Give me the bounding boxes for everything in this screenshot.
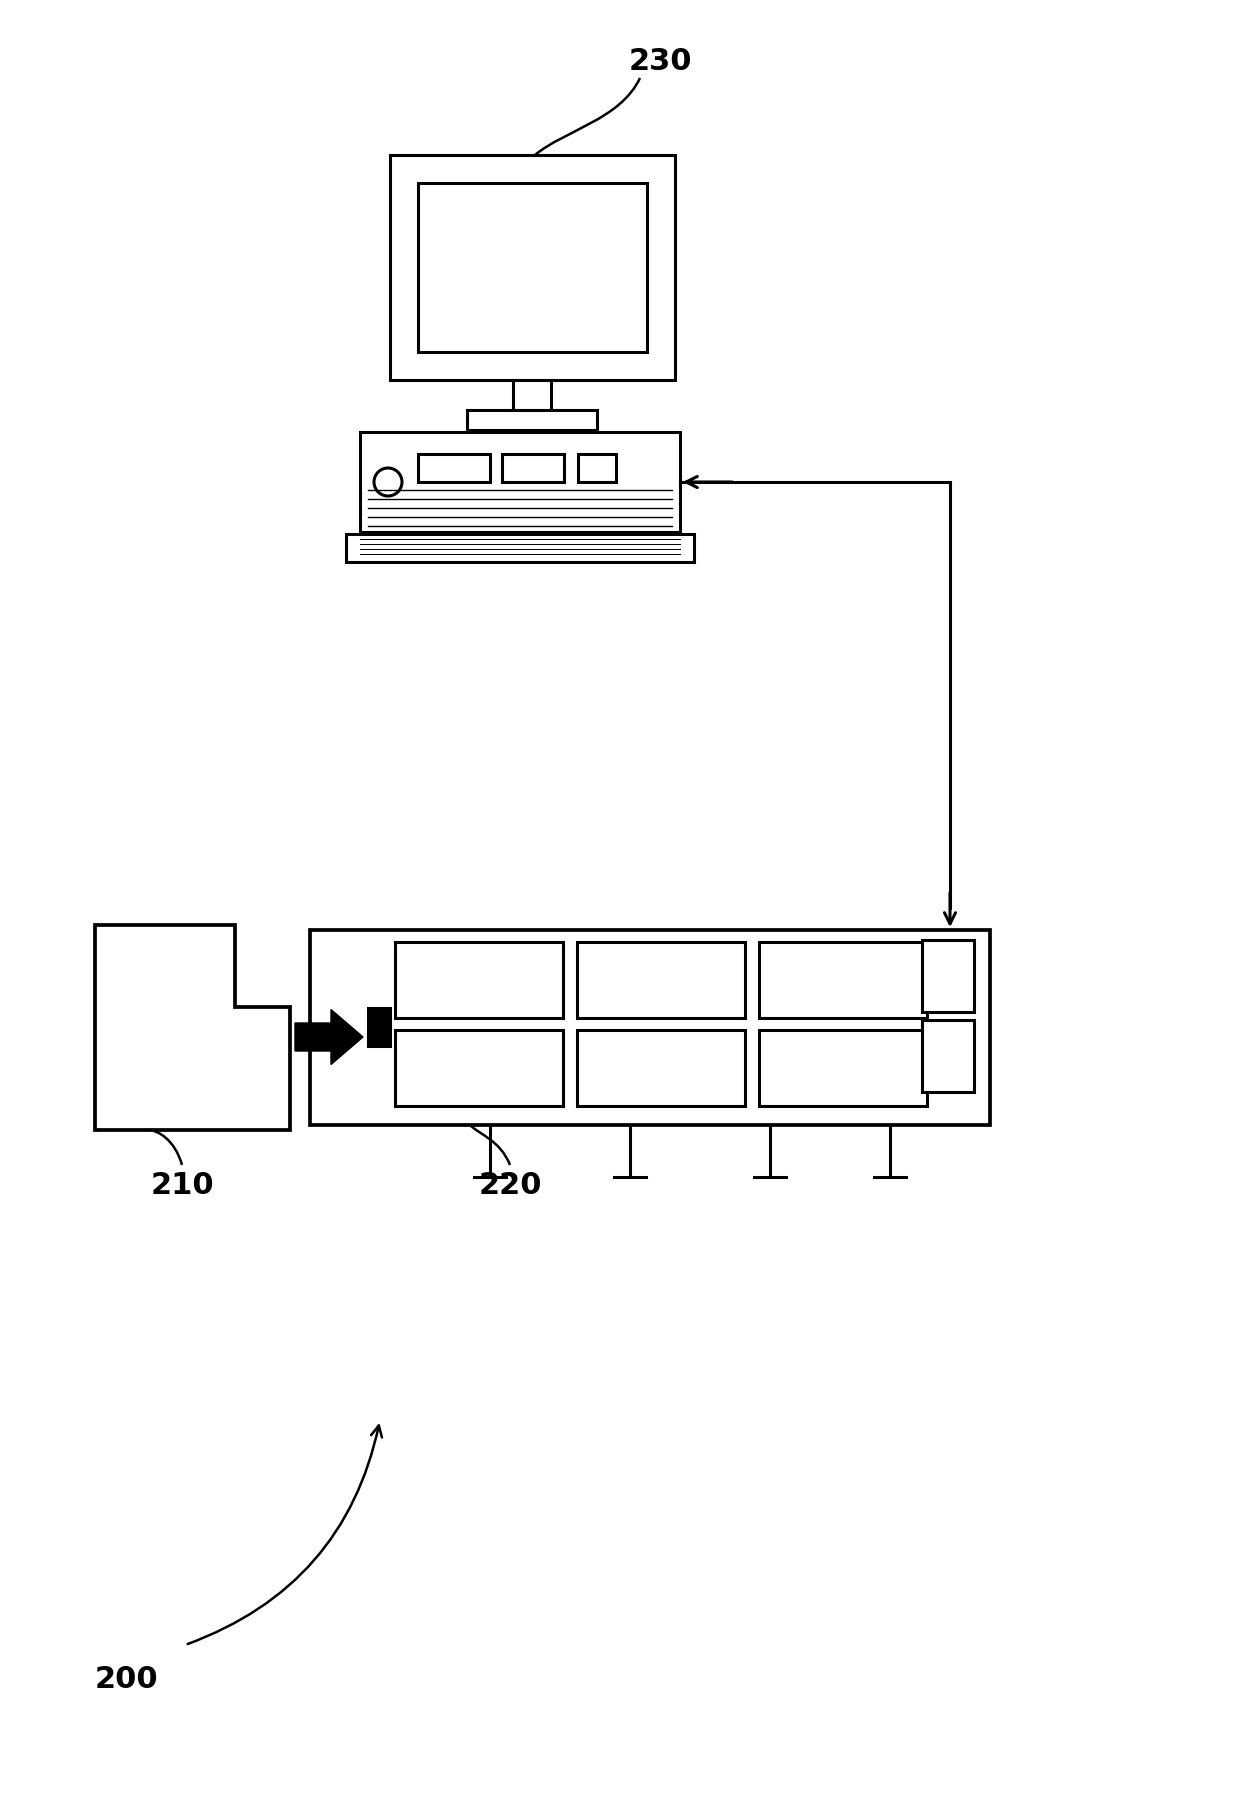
Bar — [923, 939, 973, 1012]
FancyArrow shape — [295, 1010, 363, 1064]
Bar — [577, 1030, 745, 1106]
Bar — [923, 1021, 973, 1091]
Bar — [368, 1008, 391, 1046]
Bar — [418, 453, 490, 482]
Bar — [759, 1030, 928, 1106]
Bar — [391, 154, 675, 381]
Bar — [502, 453, 564, 482]
Circle shape — [374, 468, 402, 497]
Bar — [360, 431, 680, 531]
Text: 220: 220 — [479, 1171, 542, 1200]
Bar — [310, 930, 990, 1126]
Bar — [577, 943, 745, 1019]
Polygon shape — [95, 925, 290, 1129]
Bar — [578, 453, 616, 482]
Text: 200: 200 — [95, 1666, 159, 1695]
Bar — [396, 1030, 563, 1106]
Text: 230: 230 — [629, 47, 692, 76]
Bar — [759, 943, 928, 1019]
Bar — [346, 535, 694, 562]
Bar — [513, 381, 551, 410]
Bar — [396, 943, 563, 1019]
Bar — [418, 183, 647, 352]
Bar — [467, 410, 596, 430]
Text: 210: 210 — [150, 1171, 213, 1200]
